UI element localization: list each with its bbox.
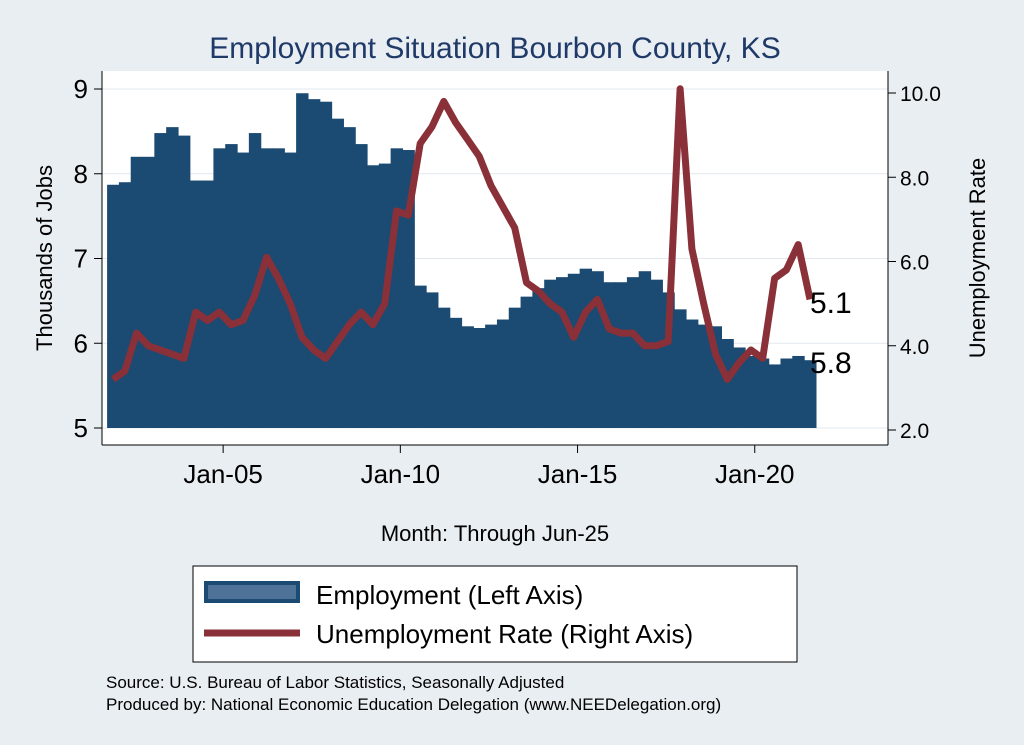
end-label-employment: 5.8 bbox=[810, 347, 852, 380]
y-left-label: Thousands of Jobs bbox=[32, 165, 57, 351]
employment-bar-2 bbox=[130, 156, 144, 429]
employment-bar-36 bbox=[532, 288, 545, 428]
y-left-tick-label-3: 8 bbox=[74, 159, 88, 189]
employment-bar-34 bbox=[508, 307, 522, 428]
y-right-tick-label-3: 8.0 bbox=[900, 167, 929, 190]
legend-box bbox=[192, 565, 798, 663]
employment-bar-13 bbox=[260, 148, 274, 428]
employment-bar-31 bbox=[473, 327, 486, 428]
employment-bar-12 bbox=[248, 133, 262, 428]
employment-bar-10 bbox=[225, 144, 238, 428]
source-note: Source: U.S. Bureau of Labor Statistics,… bbox=[106, 673, 564, 692]
employment-bar-44 bbox=[626, 277, 640, 428]
chart-title: Employment Situation Bourbon County, KS bbox=[209, 32, 780, 65]
x-axis-label: Month: Through Jun-25 bbox=[381, 521, 609, 546]
employment-bar-16 bbox=[296, 93, 309, 429]
employment-bars bbox=[107, 93, 817, 429]
employment-bar-35 bbox=[520, 296, 533, 428]
x-tick-label-2: Jan-15 bbox=[538, 459, 618, 489]
x-tick-label-3: Jan-20 bbox=[715, 459, 795, 489]
employment-bar-26 bbox=[414, 285, 427, 428]
employment-bar-22 bbox=[366, 165, 380, 428]
employment-bar-50 bbox=[697, 324, 711, 428]
legend: Employment (Left Axis) Unemployment Rate… bbox=[192, 565, 798, 663]
employment-bar-39 bbox=[567, 273, 581, 428]
legend-label-unemployment: Unemployment Rate (Right Axis) bbox=[316, 619, 693, 649]
employment-bar-49 bbox=[685, 319, 699, 428]
x-tick-label-0: Jan-05 bbox=[183, 459, 263, 489]
employment-bar-1 bbox=[118, 182, 132, 428]
employment-bar-32 bbox=[485, 324, 498, 428]
employment-bar-57 bbox=[780, 358, 793, 428]
employment-bar-5 bbox=[166, 127, 179, 428]
employment-bar-15 bbox=[284, 152, 297, 428]
employment-bar-46 bbox=[650, 279, 663, 428]
end-label-unemployment: 5.1 bbox=[810, 287, 852, 320]
employment-bar-6 bbox=[177, 135, 191, 429]
employment-bar-9 bbox=[213, 148, 226, 428]
y-right-tick-label-0: 2.0 bbox=[900, 420, 929, 443]
employment-bar-59 bbox=[804, 360, 817, 428]
produced-note: Produced by: National Economic Education… bbox=[106, 695, 721, 714]
employment-bar-21 bbox=[355, 144, 368, 428]
employment-bar-41 bbox=[591, 271, 604, 428]
legend-label-employment: Employment (Left Axis) bbox=[316, 580, 583, 610]
employment-bar-42 bbox=[603, 282, 616, 428]
y-left-tick-label-2: 7 bbox=[74, 244, 88, 274]
y-right-label: Unemployment Rate bbox=[965, 158, 990, 359]
y-right-tick-label-4: 10.0 bbox=[900, 83, 941, 106]
employment-bar-27 bbox=[426, 292, 439, 428]
employment-bar-55 bbox=[756, 358, 770, 428]
employment-bar-19 bbox=[331, 118, 344, 428]
y-left-tick-label-4: 9 bbox=[74, 74, 88, 104]
employment-bar-3 bbox=[142, 156, 155, 429]
employment-bar-0 bbox=[107, 184, 120, 428]
employment-bar-20 bbox=[343, 127, 356, 428]
legend-swatch-employment-inner bbox=[208, 585, 296, 599]
employment-bar-45 bbox=[638, 271, 652, 428]
employment-bar-38 bbox=[556, 277, 569, 428]
employment-bar-37 bbox=[544, 279, 557, 428]
employment-bar-11 bbox=[237, 152, 250, 428]
employment-bar-28 bbox=[437, 307, 451, 428]
employment-bar-56 bbox=[768, 364, 782, 428]
employment-bar-43 bbox=[615, 282, 628, 428]
employment-bar-52 bbox=[721, 339, 734, 428]
employment-bar-14 bbox=[272, 148, 285, 428]
employment-bar-48 bbox=[674, 309, 687, 428]
employment-bar-17 bbox=[307, 99, 321, 429]
employment-bar-8 bbox=[201, 180, 215, 428]
axis-ticks: 5 6 7 8 9 2.0 4.0 6.0 8.0 10.0 Jan-05 Jan-10 Jan-15 J… bbox=[74, 74, 941, 489]
x-tick-label-1: Jan-10 bbox=[361, 459, 441, 489]
y-right-tick-label-2: 6.0 bbox=[900, 252, 929, 275]
employment-bar-40 bbox=[579, 268, 593, 428]
y-left-tick-label-0: 5 bbox=[74, 413, 88, 443]
employment-bar-4 bbox=[154, 133, 167, 428]
employment-bar-7 bbox=[189, 180, 203, 428]
employment-bar-25 bbox=[402, 150, 415, 428]
employment-bar-30 bbox=[461, 326, 474, 428]
employment-bar-33 bbox=[496, 319, 510, 428]
employment-bar-58 bbox=[792, 355, 805, 428]
unemployment-line bbox=[110, 85, 814, 383]
y-left-tick-label-1: 6 bbox=[74, 328, 88, 358]
employment-bar-29 bbox=[449, 317, 463, 428]
y-right-tick-label-1: 4.0 bbox=[900, 336, 929, 359]
employment-bar-24 bbox=[390, 148, 404, 428]
employment-bar-54 bbox=[745, 355, 758, 428]
employment-bar-18 bbox=[319, 101, 333, 429]
